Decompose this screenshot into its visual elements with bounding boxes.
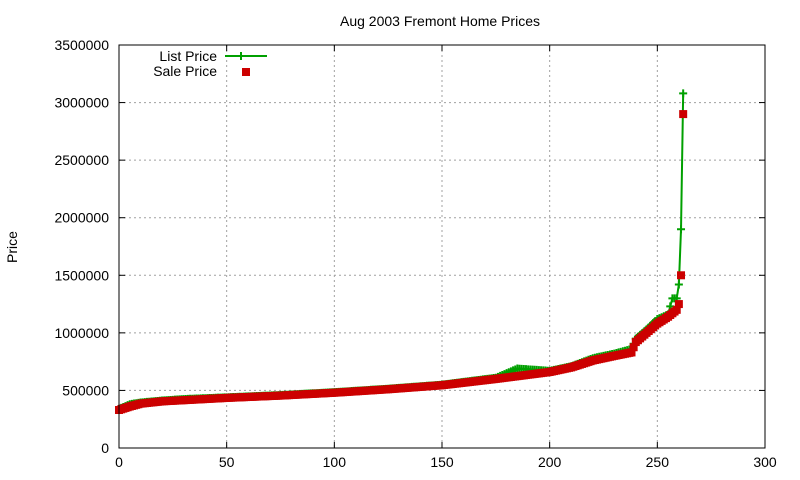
x-tick-label: 100 (323, 454, 347, 470)
y-tick-label: 2000000 (54, 210, 109, 226)
y-tick-label: 0 (101, 440, 109, 456)
y-axis-label: Price (4, 231, 20, 263)
plot-border (118, 44, 766, 449)
x-tick-label: 300 (753, 454, 777, 470)
legend-sale-price: Sale Price (153, 63, 217, 79)
x-tick-label: 0 (115, 454, 123, 470)
y-tick-label: 3500000 (54, 37, 109, 53)
x-tick-label: 50 (219, 454, 235, 470)
plot-series (115, 89, 688, 415)
legend-square-icon (242, 68, 250, 76)
legend-plus-icon (237, 52, 245, 60)
legend: List Price Sale Price (153, 48, 267, 79)
y-tick-label: 500000 (62, 382, 109, 398)
x-tick-label: 250 (646, 454, 670, 470)
legend-list-price: List Price (159, 48, 217, 64)
axis-ticks: 0 50 100 150 200 250 300 0 500000 1000000 1500000 2… (54, 37, 776, 470)
x-tick-label: 200 (538, 454, 562, 470)
y-tick-label: 3000000 (54, 95, 109, 111)
y-tick-label: 2500000 (54, 152, 109, 168)
x-tick-label: 150 (430, 454, 454, 470)
y-tick-label: 1500000 (54, 267, 109, 283)
chart-title: Aug 2003 Fremont Home Prices (340, 13, 540, 29)
y-tick-label: 1000000 (54, 325, 109, 341)
